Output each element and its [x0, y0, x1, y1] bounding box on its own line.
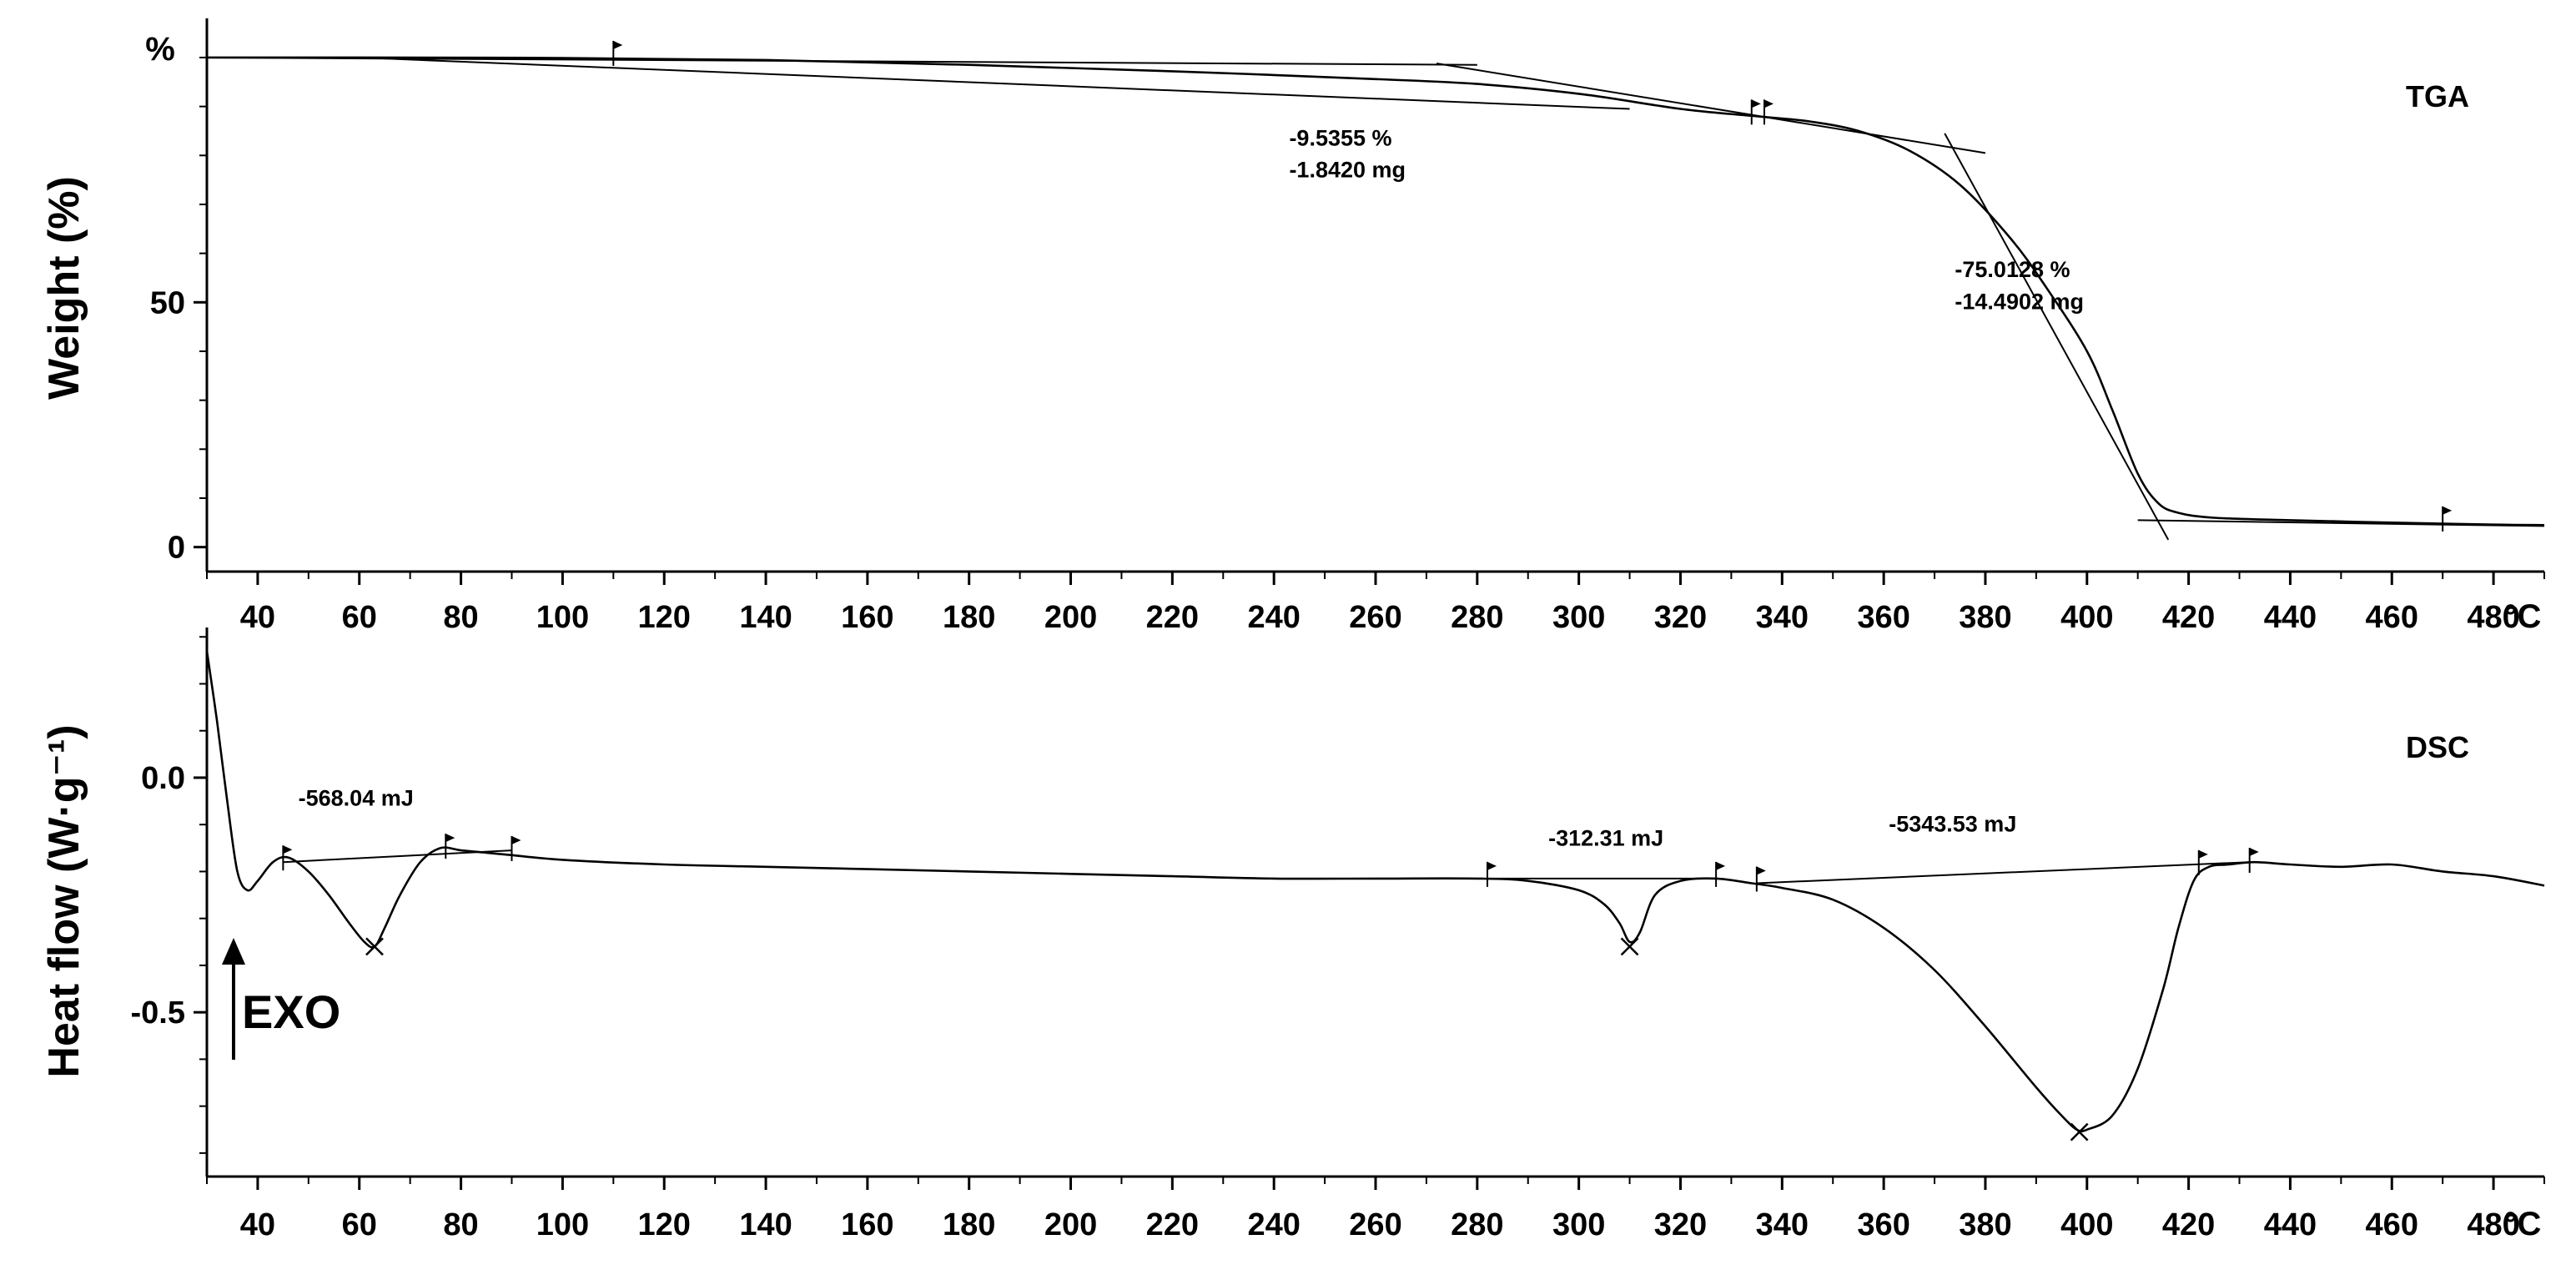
tga-step-flags	[612, 40, 2453, 532]
flag-icon	[612, 40, 623, 66]
tga-x-tick-label: 100	[536, 600, 589, 635]
tga-x-tick-label: 40	[240, 600, 275, 635]
tga-y-unit-label: %	[145, 31, 175, 68]
tga-construction-line	[359, 56, 1630, 110]
tga-y-tick-label: 50	[150, 285, 185, 320]
tga-construction-line	[1944, 133, 2170, 541]
tga-x-tick-label: 240	[1247, 600, 1300, 635]
tga-x-tick-label: 260	[1349, 600, 1401, 635]
dsc-annotations: -568.04 mJ -312.31 mJ -5343.53 mJ	[299, 786, 2017, 851]
dsc-ticks: 40 60 80 100 120 140 160 180 200 220 240 260 280 300 3…	[131, 636, 2545, 1242]
dsc-x-tick-label: 480	[2467, 1207, 2519, 1242]
dsc-x-tick-label: 180	[943, 1207, 995, 1242]
dsc-x-tick-label: 140	[739, 1207, 792, 1242]
dsc-x-tick-label: 340	[1756, 1207, 1809, 1242]
tga-weight-curve	[206, 56, 2545, 527]
tga-annotation: -9.5355 %	[1289, 126, 1391, 151]
dsc-y-tick-label: -0.5	[131, 995, 185, 1031]
tga-construction-line	[1436, 62, 1986, 154]
tga-x-tick-label: 160	[841, 600, 893, 635]
peak-cross-icon	[365, 937, 384, 956]
flag-icon	[511, 835, 521, 861]
flag-icon	[2442, 506, 2453, 532]
dsc-annotation: -568.04 mJ	[299, 786, 414, 811]
tga-x-tick-label: 480	[2467, 600, 2519, 635]
dsc-y-axis-title: Heat flow (W·g⁻¹)	[40, 724, 88, 1077]
flag-icon	[282, 845, 293, 871]
tga-x-tick-label: 340	[1756, 600, 1809, 635]
dsc-x-tick-label: 120	[638, 1207, 691, 1242]
dsc-construction-line	[1756, 861, 2250, 884]
dsc-x-tick-label: 360	[1857, 1207, 1909, 1242]
dsc-integration-flags	[282, 834, 2259, 892]
tga-annotation: -75.0128 %	[1955, 257, 2070, 282]
flag-icon	[1715, 861, 1726, 887]
dsc-x-tick-label: 280	[1451, 1207, 1503, 1242]
tga-x-unit-label: °C	[2504, 598, 2542, 635]
tga-x-tick-label: 80	[443, 600, 478, 635]
tga-annotations: -9.5355 % -1.8420 mg -75.0128 % -14.4902 mg	[1289, 126, 2084, 315]
dsc-heat-flow-curve	[205, 650, 2545, 1133]
exo-indicator: EXO	[222, 938, 340, 1060]
tga-x-tick-label: 200	[1044, 600, 1097, 635]
peak-cross-icon	[2070, 1122, 2089, 1141]
tga-x-tick-label: 280	[1451, 600, 1503, 635]
dsc-peak-markers	[365, 937, 2089, 1141]
dsc-x-tick-label: 400	[2060, 1207, 2113, 1242]
exo-arrow-icon	[222, 938, 245, 965]
flag-icon	[1750, 99, 1761, 125]
dsc-x-tick-label: 320	[1654, 1207, 1707, 1242]
exo-label: EXO	[242, 985, 340, 1038]
dsc-x-tick-label: 60	[342, 1207, 377, 1242]
dsc-x-tick-label: 440	[2264, 1207, 2317, 1242]
dsc-x-tick-label: 200	[1044, 1207, 1097, 1242]
dsc-x-tick-label: 420	[2162, 1207, 2215, 1242]
tga-y-axis-title: Weight (%)	[40, 176, 88, 400]
tga-x-tick-label: 460	[2366, 600, 2418, 635]
flag-icon	[2197, 849, 2208, 875]
dsc-annotation: -312.31 mJ	[1548, 826, 1663, 851]
dsc-x-tick-label: 240	[1247, 1207, 1300, 1242]
tga-y-tick-label: 0	[168, 531, 185, 566]
dsc-x-tick-label: 460	[2366, 1207, 2418, 1242]
tga-x-tick-label: 360	[1857, 600, 1909, 635]
tga-x-tick-label: 120	[638, 600, 691, 635]
peak-cross-icon	[1620, 937, 1639, 956]
tga-annotation: -14.4902 mg	[1955, 290, 2084, 315]
dsc-panel: 40 60 80 100 120 140 160 180 200 220 240 260 280 300 3…	[40, 627, 2545, 1242]
tga-panel-label: TGA	[2406, 79, 2469, 113]
dsc-x-tick-label: 100	[536, 1207, 589, 1242]
tga-x-tick-label: 400	[2060, 600, 2113, 635]
tga-x-tick-label: 440	[2264, 600, 2317, 635]
tga-panel: 40 60 80 100 120 140 160 180 200 220 240 260 280 300 3…	[40, 18, 2545, 635]
tga-x-tick-label: 140	[739, 600, 792, 635]
tga-x-tick-label: 60	[342, 600, 377, 635]
tga-annotation: -1.8420 mg	[1289, 158, 1406, 183]
dsc-x-tick-label: 380	[1959, 1207, 2011, 1242]
tga-x-tick-label: 220	[1146, 600, 1199, 635]
flag-icon	[2248, 848, 2259, 874]
flag-icon	[1763, 99, 1774, 125]
tga-x-tick-label: 300	[1552, 600, 1605, 635]
flag-icon	[1755, 866, 1766, 892]
dsc-y-tick-label: 0.0	[141, 761, 185, 796]
tga-x-tick-label: 420	[2162, 600, 2215, 635]
dsc-panel-label: DSC	[2406, 730, 2469, 764]
tga-x-tick-label: 320	[1654, 600, 1707, 635]
dsc-x-tick-label: 260	[1349, 1207, 1401, 1242]
flag-icon	[445, 834, 455, 859]
dsc-annotation: -5343.53 mJ	[1889, 812, 2016, 837]
flag-icon	[1487, 861, 1497, 887]
dsc-x-tick-label: 160	[841, 1207, 893, 1242]
tga-ticks: 40 60 80 100 120 140 160 180 200 220 240 260 280 300 3…	[150, 56, 2545, 635]
dsc-x-tick-label: 220	[1146, 1207, 1199, 1242]
dsc-x-tick-label: 80	[443, 1207, 478, 1242]
dsc-x-unit-label: °C	[2504, 1206, 2542, 1242]
tga-x-tick-label: 380	[1959, 600, 2011, 635]
dsc-x-tick-label: 40	[240, 1207, 275, 1242]
dsc-x-tick-label: 300	[1552, 1207, 1605, 1242]
tga-x-tick-label: 180	[943, 600, 995, 635]
